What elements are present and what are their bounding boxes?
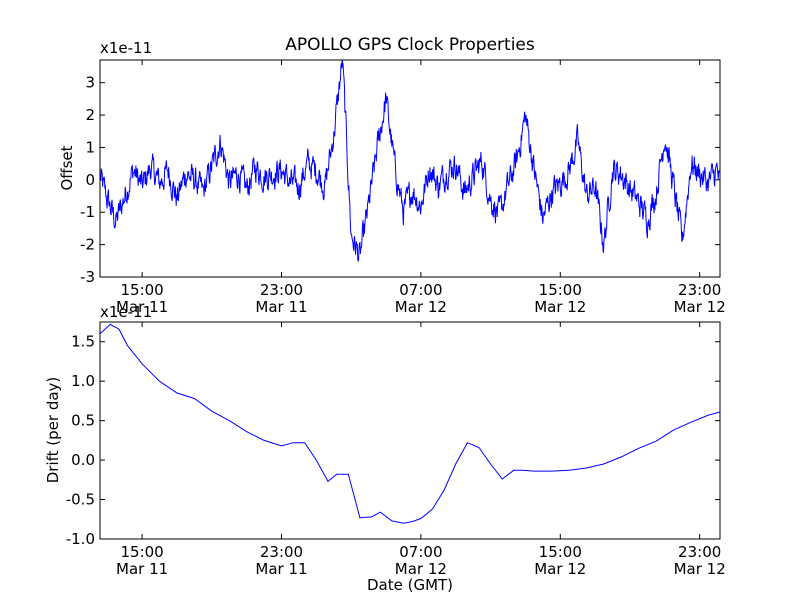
offset-xtick-time: 23:00 bbox=[260, 281, 303, 299]
drift-line bbox=[100, 323, 720, 524]
drift-xtick-time: 15:00 bbox=[120, 543, 163, 561]
drift-xtick-date: Mar 12 bbox=[534, 560, 586, 578]
drift-series bbox=[100, 323, 720, 524]
drift-xtick-time: 23:00 bbox=[678, 543, 721, 561]
offset-xtick-time: 15:00 bbox=[539, 281, 582, 299]
x-axis-label: Date (GMT) bbox=[367, 576, 453, 594]
drift-plot-frame bbox=[99, 321, 721, 540]
offset-xtick-time: 23:00 bbox=[678, 281, 721, 299]
drift-xtick-time: 23:00 bbox=[260, 543, 303, 561]
offset-axis-label: Offset bbox=[58, 145, 76, 190]
drift-scale-label: x1e-11 bbox=[100, 303, 152, 321]
drift-xtick-time: 07:00 bbox=[399, 543, 442, 561]
offset-plot-frame bbox=[99, 59, 721, 278]
drift-ytick-label: 1.0 bbox=[71, 372, 95, 390]
offset-line bbox=[100, 60, 720, 262]
offset-ytick-label: 3 bbox=[85, 74, 95, 92]
offset-xtick-date: Mar 12 bbox=[395, 298, 447, 316]
drift-xtick-time: 15:00 bbox=[539, 543, 582, 561]
drift-ytick-label: 0.0 bbox=[71, 451, 95, 469]
drift-xtick-date: Mar 11 bbox=[116, 560, 168, 578]
drift-xtick-date: Mar 11 bbox=[255, 560, 307, 578]
drift-ytick-label: 1.5 bbox=[71, 333, 95, 351]
drift-axis-label: Drift (per day) bbox=[44, 377, 62, 484]
chart-title: APOLLO GPS Clock Properties bbox=[285, 35, 535, 55]
offset-ytick-label: -1 bbox=[80, 203, 95, 221]
drift-xtick-date: Mar 12 bbox=[395, 560, 447, 578]
offset-scale-label: x1e-11 bbox=[100, 39, 152, 57]
drift-xtick-date: Mar 12 bbox=[674, 560, 726, 578]
drift-ytick-label: -1.0 bbox=[66, 530, 95, 548]
drift-panel: x1e-11 Drift (per day) -1.0 -0.5 0.0 0.5 1.0… bbox=[44, 303, 726, 578]
offset-series bbox=[100, 60, 720, 262]
offset-ytick-label: 0 bbox=[85, 171, 95, 189]
offset-xtick-date: Mar 12 bbox=[674, 298, 726, 316]
drift-ytick-label: 0.5 bbox=[71, 412, 95, 430]
offset-ytick-label: -2 bbox=[80, 236, 95, 254]
offset-ytick-label: 2 bbox=[85, 106, 95, 124]
offset-ytick-label: 1 bbox=[85, 138, 95, 156]
offset-xtick-time: 15:00 bbox=[120, 281, 163, 299]
offset-ytick-label: -3 bbox=[80, 268, 95, 286]
offset-xtick-time: 07:00 bbox=[399, 281, 442, 299]
drift-ytick-label: -0.5 bbox=[66, 491, 95, 509]
offset-xtick-date: Mar 11 bbox=[116, 298, 168, 316]
offset-xtick-date: Mar 12 bbox=[534, 298, 586, 316]
offset-xtick-date: Mar 11 bbox=[255, 298, 307, 316]
